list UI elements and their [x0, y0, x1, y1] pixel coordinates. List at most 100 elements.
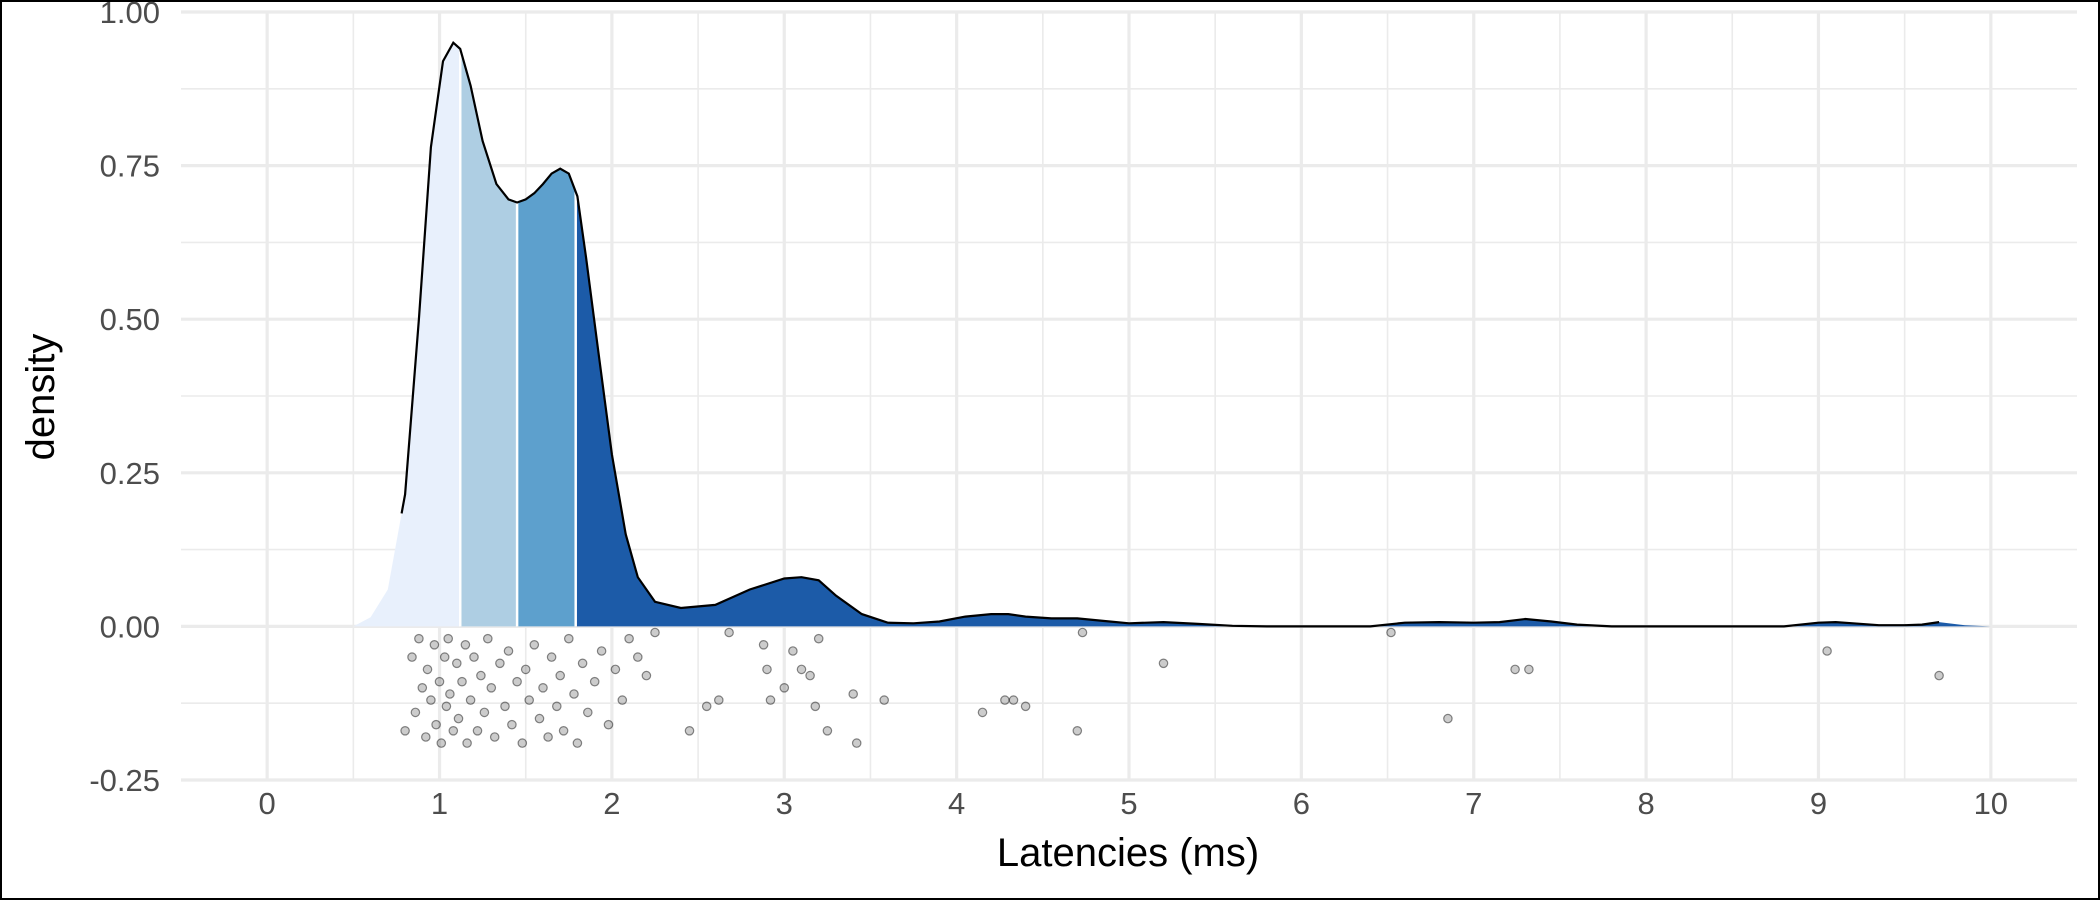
y-tick-label: 1.00 [100, 0, 160, 30]
jitter-point [822, 725, 833, 736]
y-tick-label: 0.75 [100, 149, 160, 184]
jitter-point [407, 652, 417, 662]
jitter-point [713, 695, 724, 705]
jitter-point [534, 713, 545, 724]
x-tick-label: 8 [1637, 786, 1654, 821]
x-axis-title: Latencies (ms) [997, 831, 1259, 875]
jitter-point [520, 664, 531, 675]
jitter-point [1158, 658, 1169, 669]
quantile-area-2 [460, 48, 518, 627]
jitter-point [758, 639, 769, 650]
jitter-point [400, 725, 410, 736]
jitter-point [879, 695, 889, 705]
jitter-point [441, 701, 452, 712]
jitter-point [1008, 695, 1019, 705]
jitter-point [555, 670, 565, 681]
jitter-point [460, 639, 471, 650]
jitter-point [762, 664, 772, 675]
jitter-point [500, 701, 510, 712]
jitter-points [400, 627, 1944, 748]
jitter-point [558, 725, 569, 736]
jitter-point [414, 633, 424, 644]
jitter-point [1524, 664, 1534, 675]
jitter-point [517, 738, 528, 748]
jitter-point [1934, 670, 1944, 681]
jitter-point [650, 627, 660, 638]
jitter-point [1072, 725, 1083, 736]
jitter-point [1443, 713, 1453, 724]
jitter-point [429, 639, 440, 650]
jitter-point [765, 695, 776, 705]
quantile-lines [458, 48, 577, 627]
jitter-point [596, 646, 607, 656]
jitter-point [434, 676, 445, 687]
jitter-point [577, 658, 588, 669]
jitter-point [543, 732, 553, 742]
jitter-point [420, 732, 431, 742]
jitter-point [472, 725, 483, 736]
jitter-point [443, 633, 453, 644]
x-tick-label: 1 [431, 786, 448, 821]
jitter-point [572, 738, 583, 748]
jitter-point [724, 627, 734, 638]
jitter-point [701, 701, 712, 712]
jitter-point [529, 639, 540, 650]
jitter-point [538, 682, 548, 693]
x-tick-label: 6 [1293, 786, 1310, 821]
jitter-point [805, 670, 815, 681]
jitter-point [563, 633, 574, 644]
jitter-point [684, 725, 695, 736]
jitter-point [462, 738, 472, 748]
x-tick-label: 7 [1465, 786, 1482, 821]
jitter-point [1386, 627, 1396, 638]
jitter-point [495, 658, 505, 669]
jitter-point [1000, 695, 1010, 705]
x-tick-label: 2 [603, 786, 620, 821]
jitter-point [1510, 664, 1520, 675]
jitter-point [457, 676, 467, 687]
x-tick-label: 0 [259, 786, 276, 821]
jitter-point [1077, 627, 1088, 638]
jitter-point [479, 707, 490, 718]
jitter-point [813, 633, 824, 644]
jitter-point [489, 732, 500, 742]
x-tick-label: 9 [1810, 786, 1827, 821]
quantile-area-1 [353, 42, 461, 627]
jitter-point [512, 676, 522, 687]
density-areas [353, 42, 1991, 627]
jitter-point [1822, 646, 1832, 656]
x-tick-label: 3 [776, 786, 793, 821]
jitter-point [632, 652, 643, 662]
y-axis-title: density [19, 334, 63, 461]
jitter-point [546, 652, 557, 662]
jitter-point [503, 646, 514, 656]
jitter-point [851, 738, 862, 748]
jitter-point [779, 682, 790, 693]
jitter-point [469, 652, 479, 662]
jitter-point [524, 695, 534, 705]
jitter-point [507, 719, 517, 730]
jitter-point [610, 664, 621, 675]
jitter-point [624, 633, 634, 644]
jitter-point [482, 633, 493, 644]
jitter-point [426, 695, 436, 705]
jitter-point [465, 695, 476, 705]
y-tick-label: 0.25 [100, 456, 160, 491]
density-curve [400, 40, 1940, 628]
jitter-point [422, 664, 433, 675]
jitter-point [431, 719, 441, 730]
x-tick-labels: 0 1 2 3 4 5 6 7 8 9 10 [259, 786, 2009, 821]
jitter-point [641, 670, 652, 681]
jitter-point [788, 646, 798, 656]
jitter-point [551, 701, 562, 712]
y-tick-label: 0.00 [100, 609, 160, 644]
x-tick-label: 4 [948, 786, 965, 821]
jitter-point [977, 707, 988, 718]
jitter-point [451, 658, 462, 669]
jitter-point [486, 682, 497, 693]
jitter-point [448, 725, 459, 736]
jitter-point [810, 701, 821, 712]
quantile-area-4 [575, 191, 1991, 627]
